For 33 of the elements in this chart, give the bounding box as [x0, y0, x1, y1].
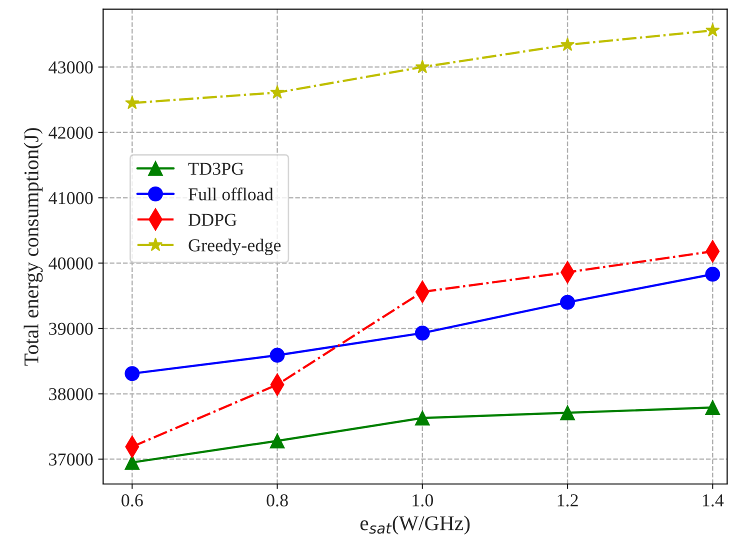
point [705, 266, 720, 282]
legend-label: TD3PG [188, 162, 244, 175]
point [414, 326, 430, 341]
y-tick-label: 42000 [48, 126, 93, 139]
y-tick-label: 39000 [49, 322, 93, 335]
y-axis-title: Total energy consumption(J) [24, 128, 43, 366]
x-tick-label: 1.4 [702, 494, 724, 507]
y-tick-label: 41000 [48, 192, 93, 204]
y-tick-label: 38000 [49, 388, 93, 400]
point [270, 85, 284, 99]
x-axis-title: e$_{sat}$(W/GHz) [360, 516, 470, 535]
point [560, 294, 575, 310]
legend-label: Full offload [188, 188, 274, 200]
point [270, 348, 285, 363]
x-tick-label: 1.0 [412, 494, 433, 507]
point [270, 433, 285, 448]
point [705, 400, 720, 416]
point [560, 37, 575, 51]
legend-label: Greedy-edge [188, 238, 281, 256]
point [125, 96, 140, 110]
x-tick-label: 1.2 [558, 494, 578, 507]
point [706, 22, 720, 37]
point [415, 60, 430, 74]
point [560, 405, 575, 420]
point [414, 410, 430, 426]
legend-label: DDPG [188, 214, 237, 226]
y-tick-label: 40000 [48, 257, 93, 270]
y-tick-label: 37000 [49, 453, 93, 466]
point [124, 454, 140, 470]
y-tick-label: 43000 [48, 61, 93, 74]
point [124, 366, 140, 382]
x-tick-label: 0.6 [122, 494, 143, 507]
x-tick-label: 0.8 [266, 494, 288, 507]
